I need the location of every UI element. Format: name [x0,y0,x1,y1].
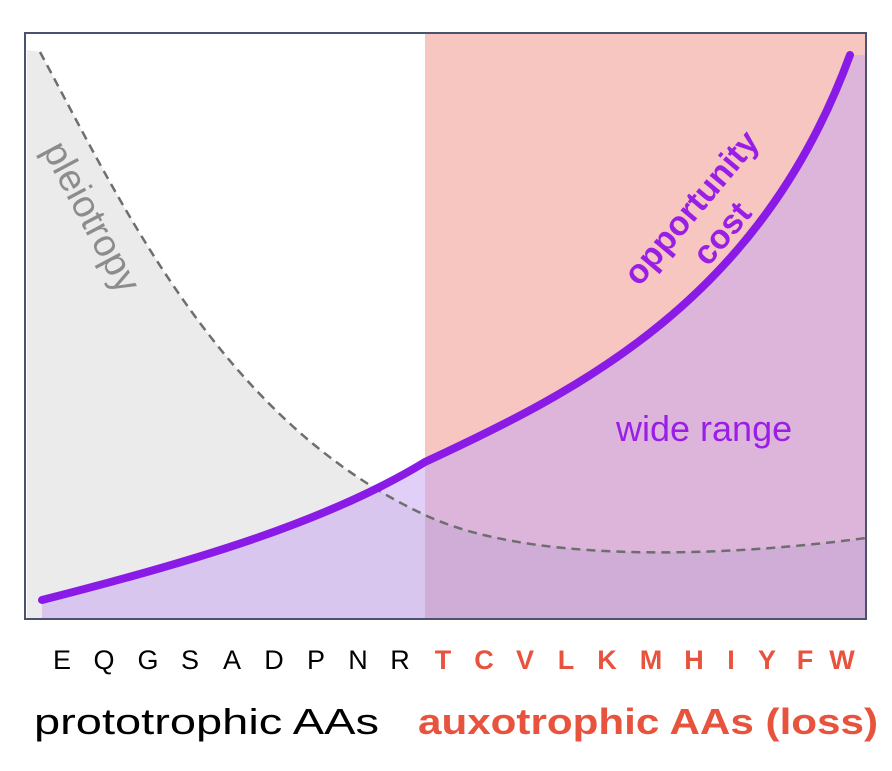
auxotrophic-aa-row: T C V L K M H I Y F W [435,645,856,675]
aa-letter: S [181,645,199,675]
aa-letter: R [390,645,410,675]
aa-letter: G [137,645,158,675]
aa-letter: P [307,645,325,675]
opportunity-cost-curve [38,51,854,604]
aa-letter: E [53,645,71,675]
aa-letter: M [640,645,663,675]
aa-letter: W [829,645,855,675]
aa-letter: Y [758,645,776,675]
aa-letter: A [223,645,241,675]
aa-letter: V [516,645,534,675]
aa-letter: T [435,645,452,675]
aa-letter: H [684,645,704,675]
aa-letter: I [727,645,735,675]
wide-range-label: wide range [615,408,792,449]
auxotrophic-group-label: auxotrophic AAs (loss) [418,701,878,742]
aa-letter: F [797,645,814,675]
plot-frame [24,32,867,620]
prototrophic-group-label: prototrophic AAs [34,701,379,742]
aa-letter: Q [93,645,114,675]
prototrophic-aa-row: E Q G S A D P N R [53,645,410,675]
aa-letter: D [264,645,284,675]
pleiotropy-region [27,50,425,619]
aa-letter: N [348,645,368,675]
aa-letter: C [474,645,494,675]
pleiotropy-curve [38,51,867,554]
aa-letter: K [597,645,617,675]
aa-letter: L [558,645,575,675]
wide-range-region [42,55,866,619]
